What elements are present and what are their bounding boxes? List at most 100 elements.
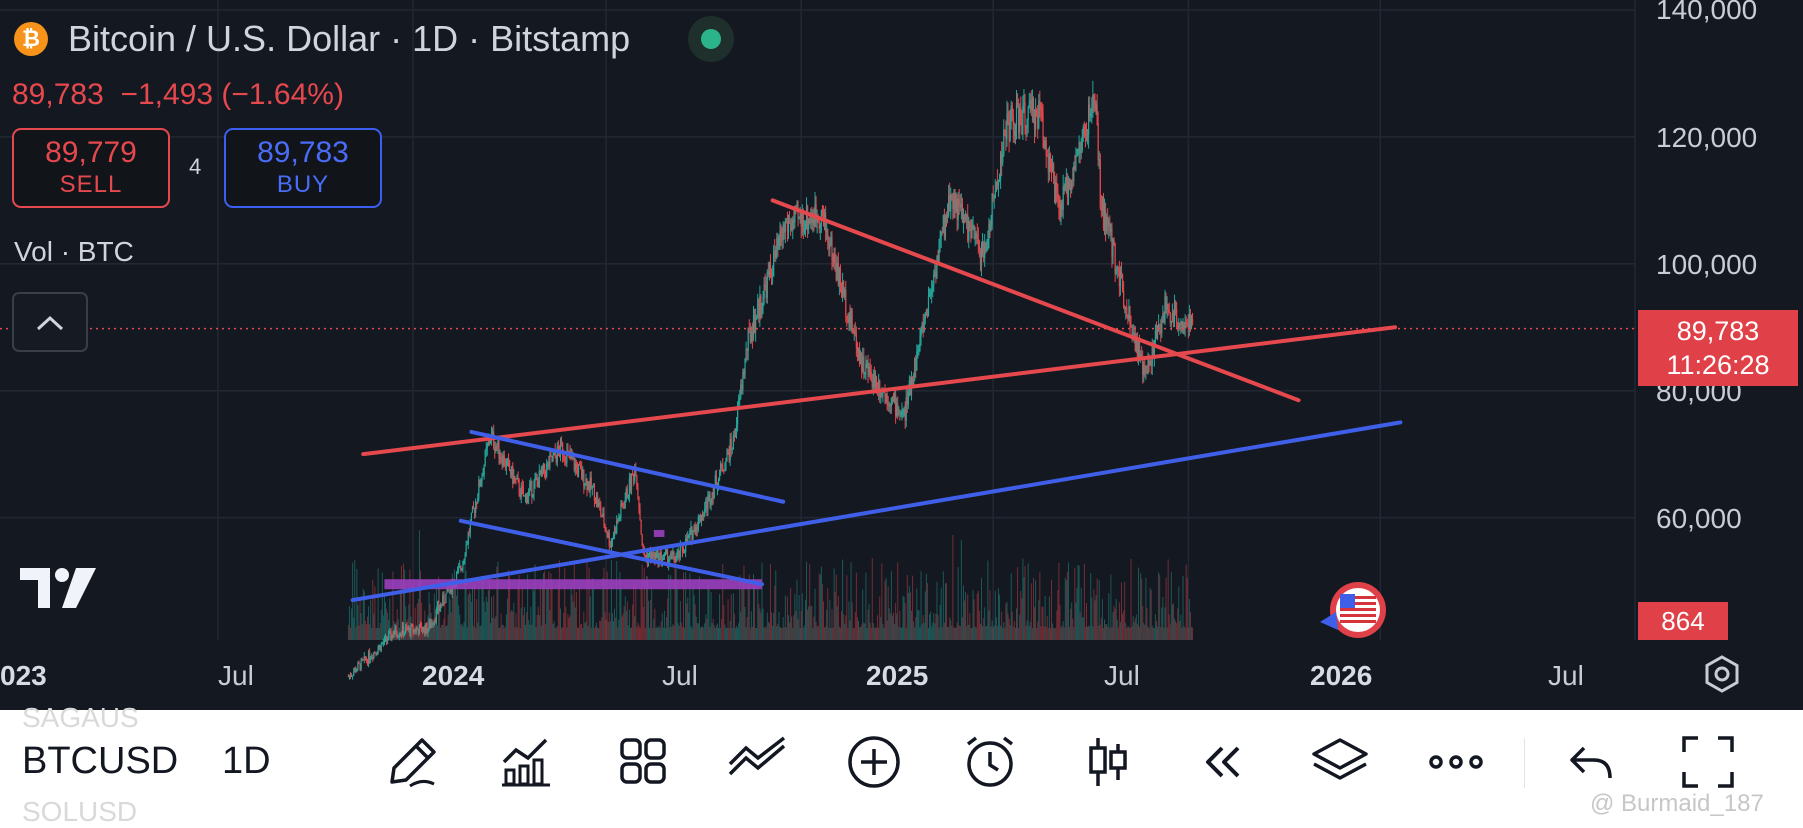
candle-body xyxy=(672,551,674,555)
sell-button[interactable]: 89,779 SELL xyxy=(12,128,170,208)
sell-label: SELL xyxy=(59,171,123,198)
volume-bar xyxy=(1065,580,1067,640)
volume-bar xyxy=(793,615,795,640)
watchlist-prev-symbol[interactable]: SAGAUS xyxy=(22,702,139,733)
volume-bar xyxy=(947,626,949,640)
volume-bar xyxy=(832,627,834,640)
volume-bar xyxy=(569,615,571,640)
candle-body xyxy=(575,464,577,468)
volume-bar xyxy=(1143,623,1145,640)
candles-icon[interactable] xyxy=(1086,734,1130,790)
symbol-selector[interactable]: BTCUSD xyxy=(22,740,179,782)
volume-bar xyxy=(392,571,394,640)
volume-bar xyxy=(596,622,598,640)
volume-bar xyxy=(522,615,524,640)
candle-body xyxy=(958,198,960,205)
candle-body xyxy=(1045,140,1047,156)
volume-bar xyxy=(760,612,762,640)
volume-bar xyxy=(403,563,405,640)
volume-bar xyxy=(728,627,730,640)
volume-bar xyxy=(1101,599,1103,640)
candle-body xyxy=(966,214,968,219)
volume-bar xyxy=(701,626,703,640)
interval-selector[interactable]: 1D xyxy=(222,740,271,782)
price-change-line: 89,783 −1,493 (−1.64%) xyxy=(12,78,344,112)
candle-body xyxy=(665,550,668,553)
candle-body xyxy=(1076,154,1078,156)
chart-settings-icon[interactable] xyxy=(1702,654,1742,694)
volume-bar xyxy=(671,626,673,640)
trend-tools-icon[interactable] xyxy=(728,734,788,788)
collapse-legend-button[interactable] xyxy=(12,292,88,352)
indicators-chart-icon[interactable] xyxy=(500,734,554,788)
candle-body xyxy=(661,559,663,562)
volume-bar xyxy=(1128,626,1130,640)
candle-body xyxy=(603,513,605,526)
volume-bar xyxy=(738,623,740,640)
replay-rewind-icon[interactable] xyxy=(1196,734,1252,790)
volume-bar xyxy=(882,624,884,640)
volume-bar xyxy=(1175,620,1177,640)
candle-body xyxy=(865,363,867,372)
candle-body xyxy=(851,310,853,331)
candle-body xyxy=(1024,101,1026,128)
volume-bar xyxy=(704,623,706,640)
alarm-clock-icon[interactable] xyxy=(962,734,1018,790)
candle-body xyxy=(858,348,861,365)
volume-bar xyxy=(455,581,457,640)
volume-bar xyxy=(976,593,978,640)
volume-bar xyxy=(453,569,455,640)
candle-body xyxy=(1185,322,1187,324)
candle-body xyxy=(710,501,712,505)
candle-body xyxy=(744,358,746,376)
undo-icon[interactable] xyxy=(1566,734,1616,790)
volume-bar xyxy=(936,581,938,640)
candle-body xyxy=(634,470,636,481)
volume-bar xyxy=(1166,627,1168,640)
volume-bar xyxy=(972,589,974,640)
candle-body xyxy=(1191,318,1194,324)
candle-body xyxy=(423,626,425,632)
volume-bar xyxy=(1007,613,1009,640)
buy-button[interactable]: 89,783 BUY xyxy=(224,128,382,208)
volume-bar xyxy=(1145,577,1147,640)
volume-bar xyxy=(992,627,994,640)
layers-icon[interactable] xyxy=(1310,734,1370,790)
time-tick: 2025 xyxy=(866,660,929,691)
candle-body xyxy=(1165,295,1167,310)
candle-body xyxy=(844,289,846,298)
flag-canton xyxy=(1340,594,1355,608)
volume-bar xyxy=(961,617,963,640)
volume-bar xyxy=(570,584,572,640)
candle-body xyxy=(460,566,462,571)
candle-body xyxy=(773,250,775,277)
price-chart[interactable] xyxy=(0,0,1803,710)
candle-body xyxy=(723,470,725,472)
volume-bar xyxy=(712,618,714,640)
candle-body xyxy=(1186,322,1188,324)
volume-bar xyxy=(1070,608,1072,640)
watchlist-next-symbol[interactable]: SOLUSD xyxy=(22,796,138,827)
symbol-title[interactable]: Bitcoin / U.S. Dollar · 1D · Bitstamp xyxy=(68,18,631,59)
fullscreen-icon[interactable] xyxy=(1680,734,1736,790)
candle-body xyxy=(1182,325,1184,329)
candle-body xyxy=(802,213,804,233)
add-circle-icon[interactable] xyxy=(846,734,902,790)
volume-bar xyxy=(978,610,980,640)
candle-body xyxy=(623,507,625,509)
candle-body xyxy=(581,468,583,479)
chart-area[interactable]: ₿ Bitcoin / U.S. Dollar · 1D · Bitstamp … xyxy=(0,0,1803,710)
volume-bar xyxy=(537,606,539,640)
candle-body xyxy=(503,455,505,466)
price-change-percent: (−1.64%) xyxy=(221,78,344,111)
volume-indicator-label[interactable]: Vol · BTC xyxy=(14,236,134,267)
candle-body xyxy=(358,663,360,665)
volume-bar xyxy=(757,586,759,640)
layout-grid-icon[interactable] xyxy=(616,734,670,788)
pencil-draw-icon[interactable] xyxy=(386,734,440,788)
volume-bar xyxy=(452,585,454,640)
candle-body xyxy=(994,191,996,198)
more-dots-icon[interactable] xyxy=(1426,734,1486,790)
candle-body xyxy=(663,552,666,558)
volume-bar xyxy=(722,564,724,640)
